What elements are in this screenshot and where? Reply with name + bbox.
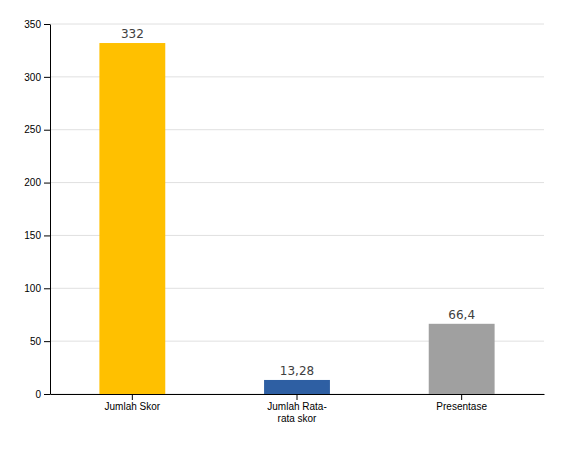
bar [264, 380, 330, 394]
grid [50, 24, 544, 394]
bar [99, 43, 165, 394]
y-tick-mark [44, 341, 50, 342]
y-tick-mark [44, 288, 50, 289]
y-tick: 100 [24, 283, 50, 294]
x-tick-label: Presentase [436, 401, 487, 412]
x-tick-mark [132, 394, 133, 400]
y-tick: 200 [24, 177, 50, 188]
y-tick-label: 50 [30, 336, 42, 347]
x-tick-label: Jumlah Skor [105, 401, 161, 412]
y-tick: 350 [24, 19, 50, 30]
x-tick-label-line: Presentase [436, 401, 487, 412]
y-tick-mark [44, 394, 50, 395]
bars [99, 43, 494, 394]
x-tick-label-line: rata skor [278, 413, 318, 424]
chart: 0 50 100 150 200 250 300 350 Jumlah Skor Jumlah R… [0, 0, 568, 450]
x-axis: Jumlah Skor Jumlah Rata-rata skor Presenta… [51, 394, 545, 424]
y-tick-mark [44, 130, 50, 131]
x-tick: Presentase [436, 394, 487, 412]
x-tick: Jumlah Skor [105, 394, 161, 412]
y-tick-label: 250 [24, 124, 41, 135]
y-tick-label: 300 [24, 72, 41, 83]
plot: 0 50 100 150 200 250 300 350 Jumlah Skor Jumlah R… [24, 19, 544, 424]
y-tick: 300 [24, 72, 50, 83]
y-tick-mark [44, 183, 50, 184]
y-tick-label: 350 [24, 19, 41, 30]
data-label: 332 [121, 27, 144, 41]
y-tick-label: 0 [35, 389, 41, 400]
data-label: 66,4 [448, 308, 475, 322]
x-tick-label-line: Jumlah Rata- [267, 401, 326, 412]
y-tick-label: 200 [24, 177, 41, 188]
y-axis-line [50, 25, 51, 395]
data-label: 13,28 [280, 364, 314, 378]
bar [429, 324, 495, 394]
data-labels: 332 13,28 66,4 [121, 27, 475, 378]
y-tick: 50 [30, 336, 50, 347]
y-tick-label: 150 [24, 230, 41, 241]
y-tick: 250 [24, 124, 50, 135]
grid-line [50, 24, 544, 25]
y-tick: 150 [24, 230, 50, 241]
x-tick-label-line: Jumlah Skor [105, 401, 161, 412]
y-tick-mark [44, 235, 50, 236]
y-tick-mark [44, 24, 50, 25]
x-tick-mark [297, 394, 298, 400]
y-tick-label: 100 [24, 283, 41, 294]
y-axis: 0 50 100 150 200 250 300 350 [24, 19, 50, 400]
x-tick-label: Jumlah Rata-rata skor [267, 401, 326, 424]
chart-container: 0 50 100 150 200 250 300 350 Jumlah Skor Jumlah R… [0, 0, 568, 450]
y-tick-mark [44, 77, 50, 78]
x-tick-mark [461, 394, 462, 400]
x-tick: Jumlah Rata-rata skor [267, 394, 326, 424]
y-tick: 0 [35, 389, 50, 400]
